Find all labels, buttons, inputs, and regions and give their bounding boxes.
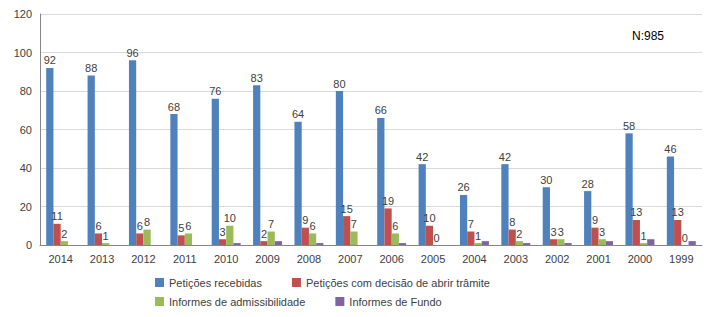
svg-text:13: 13	[630, 206, 642, 218]
svg-text:2: 2	[61, 228, 67, 240]
svg-text:64: 64	[292, 108, 304, 120]
svg-text:30: 30	[540, 174, 552, 186]
svg-text:80: 80	[20, 85, 32, 97]
svg-text:7: 7	[468, 218, 474, 230]
svg-text:20: 20	[20, 201, 32, 213]
svg-text:2000: 2000	[628, 253, 652, 265]
svg-text:2007: 2007	[338, 253, 362, 265]
svg-text:2001: 2001	[586, 253, 610, 265]
svg-text:6: 6	[137, 220, 143, 232]
svg-text:40: 40	[20, 162, 32, 174]
svg-text:68: 68	[168, 101, 180, 113]
svg-text:15: 15	[341, 203, 353, 215]
svg-text:2005: 2005	[421, 253, 445, 265]
svg-text:2: 2	[261, 228, 267, 240]
svg-text:8: 8	[509, 216, 515, 228]
svg-text:10: 10	[224, 212, 236, 224]
svg-text:6: 6	[95, 220, 101, 232]
svg-text:9: 9	[302, 214, 308, 226]
svg-text:2003: 2003	[504, 253, 528, 265]
svg-text:Petições com decisão de abrir: Petições com decisão de abrir trâmite	[306, 277, 490, 289]
svg-text:80: 80	[333, 78, 345, 90]
svg-text:Petições recebidas: Petições recebidas	[169, 277, 262, 289]
svg-text:1: 1	[640, 230, 646, 242]
svg-text:28: 28	[582, 178, 594, 190]
svg-text:3: 3	[558, 226, 564, 238]
svg-text:1999: 1999	[669, 253, 693, 265]
svg-text:2013: 2013	[90, 253, 114, 265]
svg-text:100: 100	[14, 47, 32, 59]
svg-text:10: 10	[423, 212, 435, 224]
svg-text:88: 88	[85, 62, 97, 74]
svg-text:13: 13	[672, 206, 684, 218]
svg-text:42: 42	[499, 151, 511, 163]
svg-text:19: 19	[382, 195, 394, 207]
svg-text:66: 66	[375, 104, 387, 116]
svg-text:76: 76	[209, 85, 221, 97]
svg-text:6: 6	[309, 220, 315, 232]
svg-text:1: 1	[103, 230, 109, 242]
svg-text:58: 58	[623, 120, 635, 132]
svg-text:1: 1	[475, 230, 481, 242]
svg-text:2009: 2009	[255, 253, 279, 265]
svg-text:0: 0	[26, 239, 32, 251]
svg-text:83: 83	[251, 72, 263, 84]
svg-text:2004: 2004	[462, 253, 486, 265]
svg-text:120: 120	[14, 8, 32, 20]
svg-text:3: 3	[599, 226, 605, 238]
svg-text:26: 26	[457, 181, 469, 193]
svg-text:7: 7	[268, 218, 274, 230]
svg-text:2008: 2008	[297, 253, 321, 265]
svg-text:3: 3	[220, 226, 226, 238]
svg-text:2012: 2012	[131, 253, 155, 265]
svg-text:Informes de admissibilidade: Informes de admissibilidade	[169, 296, 305, 308]
svg-text:0: 0	[682, 232, 688, 244]
svg-text:96: 96	[126, 47, 138, 59]
svg-text:6: 6	[185, 220, 191, 232]
svg-text:2011: 2011	[173, 253, 197, 265]
svg-text:3: 3	[551, 226, 557, 238]
svg-text:6: 6	[392, 220, 398, 232]
svg-text:5: 5	[178, 222, 184, 234]
svg-text:8: 8	[144, 216, 150, 228]
svg-text:2: 2	[516, 228, 522, 240]
svg-text:9: 9	[592, 214, 598, 226]
svg-text:46: 46	[664, 143, 676, 155]
svg-text:7: 7	[351, 218, 357, 230]
svg-text:92: 92	[44, 54, 56, 66]
svg-text:2014: 2014	[48, 253, 72, 265]
svg-text:42: 42	[416, 151, 428, 163]
svg-text:0: 0	[434, 232, 440, 244]
svg-text:60: 60	[20, 124, 32, 136]
svg-text:2002: 2002	[545, 253, 569, 265]
svg-text:2006: 2006	[379, 253, 403, 265]
svg-text:N:985: N:985	[632, 29, 664, 43]
svg-text:Informes de Fundo: Informes de Fundo	[349, 296, 441, 308]
svg-text:11: 11	[51, 210, 62, 222]
svg-text:2010: 2010	[214, 253, 238, 265]
